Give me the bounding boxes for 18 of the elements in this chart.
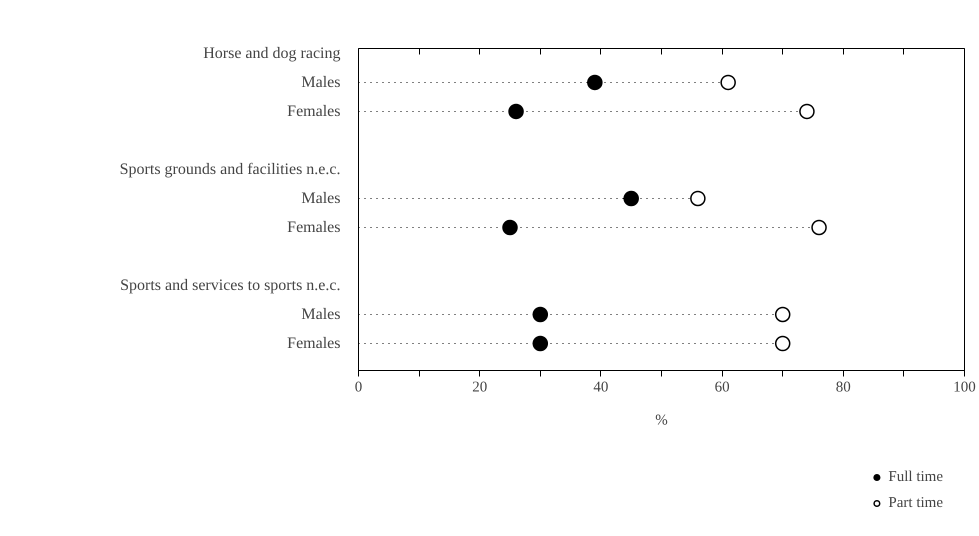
y-tick-label: Males (301, 190, 341, 207)
x-axis-title: % (655, 412, 668, 428)
y-tick-label: Sports grounds and facilities n.e.c. (120, 160, 340, 178)
x-tick-label: 100 (953, 380, 976, 396)
y-tick-label: Sports and services to sports n.e.c. (120, 277, 340, 294)
x-tick-label: 20 (472, 380, 488, 396)
y-tick-label: Females (287, 335, 341, 352)
y-tick-label: Females (287, 102, 341, 120)
x-tick-label: 0 (354, 380, 362, 396)
y-tick-label: Females (287, 218, 341, 236)
y-tick-label: Males (301, 74, 341, 91)
x-tick-label: 80 (836, 380, 851, 396)
y-tick-label: Males (301, 306, 341, 324)
x-tick-label: 40 (593, 380, 608, 396)
y-tick-label: Horse and dog racing (203, 44, 341, 62)
legend-label: Full time (888, 468, 943, 486)
legend-label: Part time (888, 494, 943, 512)
x-tick-label: 60 (714, 380, 730, 396)
